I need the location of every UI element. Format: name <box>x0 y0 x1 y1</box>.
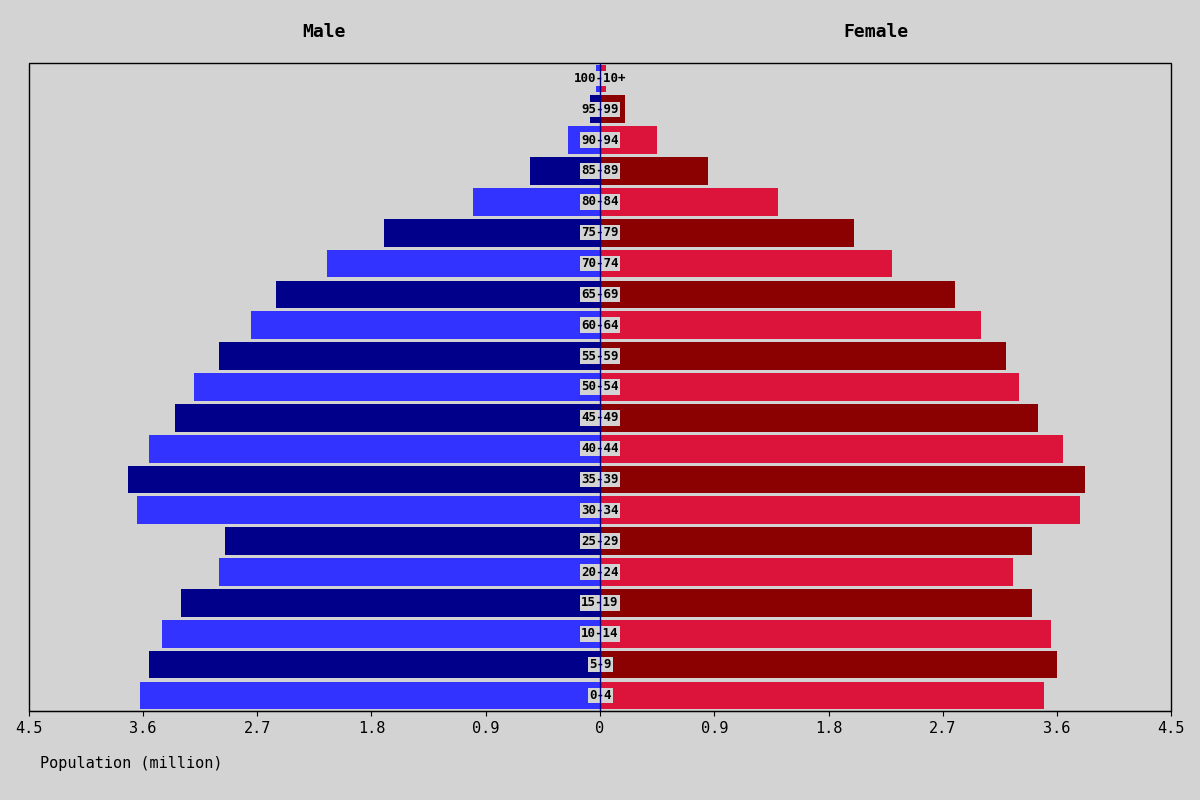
Text: 0-4: 0-4 <box>589 689 611 702</box>
Bar <box>596 65 600 92</box>
Bar <box>175 404 600 432</box>
Text: 70-74: 70-74 <box>581 257 619 270</box>
Bar <box>276 281 600 308</box>
Text: 15-19: 15-19 <box>581 596 619 610</box>
X-axis label: Population (million): Population (million) <box>41 756 223 771</box>
Text: 45-49: 45-49 <box>581 411 619 424</box>
Bar <box>600 157 708 185</box>
Bar <box>530 157 600 185</box>
Bar <box>600 650 1057 678</box>
Bar <box>328 250 600 278</box>
Text: 90-94: 90-94 <box>581 134 619 146</box>
Text: 85-89: 85-89 <box>581 165 619 178</box>
Bar <box>384 218 600 246</box>
Bar <box>600 434 1063 462</box>
Bar <box>220 342 600 370</box>
Bar <box>600 65 606 92</box>
Bar <box>600 682 1044 710</box>
Bar <box>600 466 1085 494</box>
Bar <box>600 342 1007 370</box>
Bar <box>181 589 600 617</box>
Text: 100-10+: 100-10+ <box>574 72 626 85</box>
Text: 10-14: 10-14 <box>581 627 619 640</box>
Text: 65-69: 65-69 <box>581 288 619 301</box>
Bar <box>149 434 600 462</box>
Text: Female: Female <box>844 23 908 41</box>
Bar <box>140 682 600 710</box>
Bar <box>600 218 854 246</box>
Bar <box>600 558 1013 586</box>
Text: 35-39: 35-39 <box>581 473 619 486</box>
Bar <box>600 589 1032 617</box>
Text: 30-34: 30-34 <box>581 504 619 517</box>
Bar <box>600 281 955 308</box>
Bar <box>162 620 600 648</box>
Text: 40-44: 40-44 <box>581 442 619 455</box>
Text: Male: Male <box>302 23 346 41</box>
Bar <box>600 620 1051 648</box>
Text: 5-9: 5-9 <box>589 658 611 671</box>
Bar <box>600 404 1038 432</box>
Bar <box>600 311 980 339</box>
Text: 55-59: 55-59 <box>581 350 619 362</box>
Bar <box>29 63 1171 711</box>
Bar <box>569 126 600 154</box>
Bar <box>149 650 600 678</box>
Text: 50-54: 50-54 <box>581 381 619 394</box>
Text: 25-29: 25-29 <box>581 534 619 548</box>
Bar <box>226 527 600 555</box>
Text: 75-79: 75-79 <box>581 226 619 239</box>
Text: 95-99: 95-99 <box>581 102 619 116</box>
Text: 20-24: 20-24 <box>581 566 619 578</box>
Bar <box>600 95 625 123</box>
Bar <box>600 527 1032 555</box>
Bar <box>600 188 778 216</box>
Bar <box>473 188 600 216</box>
Bar <box>137 497 600 524</box>
Bar <box>220 558 600 586</box>
Bar <box>600 126 658 154</box>
Bar <box>251 311 600 339</box>
Text: 80-84: 80-84 <box>581 195 619 208</box>
Bar <box>193 373 600 401</box>
Bar <box>127 466 600 494</box>
Bar <box>600 250 892 278</box>
Bar <box>590 95 600 123</box>
Bar <box>600 497 1080 524</box>
Text: 60-64: 60-64 <box>581 318 619 332</box>
Bar <box>600 373 1019 401</box>
